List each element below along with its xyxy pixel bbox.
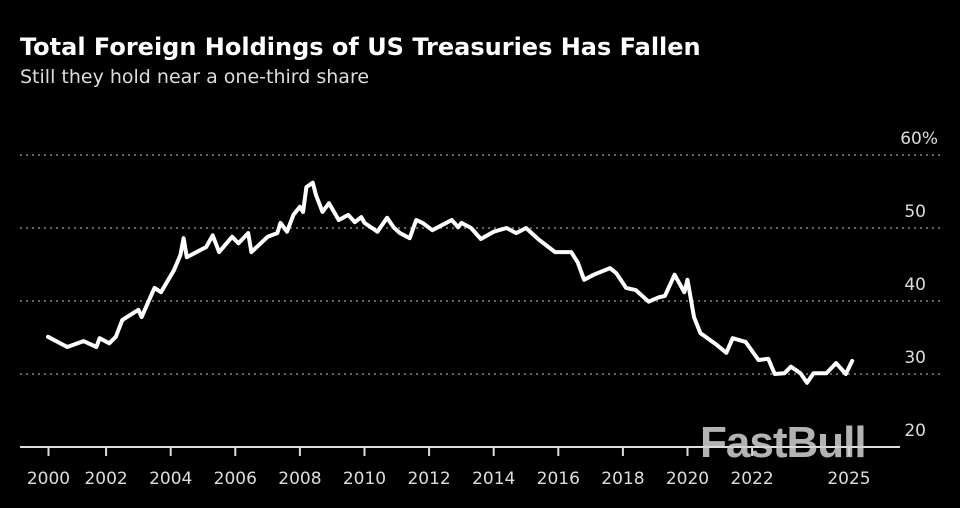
x-tick-label: 2016 (537, 469, 580, 489)
x-tick-label: 2008 (278, 469, 321, 489)
x-tick-label: 2002 (84, 469, 127, 489)
x-tick-label: 2010 (343, 469, 386, 489)
x-tick-label: 2004 (149, 469, 192, 489)
gridlines (20, 154, 940, 448)
chart-subtitle: Still they hold near a one-third share (20, 66, 370, 88)
x-tick-label: 2020 (666, 469, 709, 489)
y-tick-label: 60% (900, 129, 938, 149)
x-tick-label: 2022 (730, 469, 773, 489)
y-tick-label: 50 (904, 202, 926, 222)
x-tick-label: 2012 (407, 469, 450, 489)
x-tick-label: 2000 (27, 469, 70, 489)
x-tick-label: 2018 (601, 469, 644, 489)
chart-title: Total Foreign Holdings of US Treasuries … (20, 33, 701, 61)
y-axis-labels: 20 30 40 50 60% (900, 129, 938, 441)
x-tick-label: 2014 (472, 469, 515, 489)
series-line (46, 180, 855, 385)
y-tick-label: 20 (904, 421, 926, 441)
y-tick-label: 40 (904, 275, 926, 295)
fastbull-watermark-logo: FastBull (700, 418, 867, 467)
x-tick-label: 2025 (827, 469, 870, 489)
x-axis: 2000 2002 2004 2006 2008 2010 2012 2014 2016 2018… (27, 447, 871, 489)
x-tick-label: 2006 (214, 469, 257, 489)
y-tick-label: 30 (904, 348, 926, 368)
